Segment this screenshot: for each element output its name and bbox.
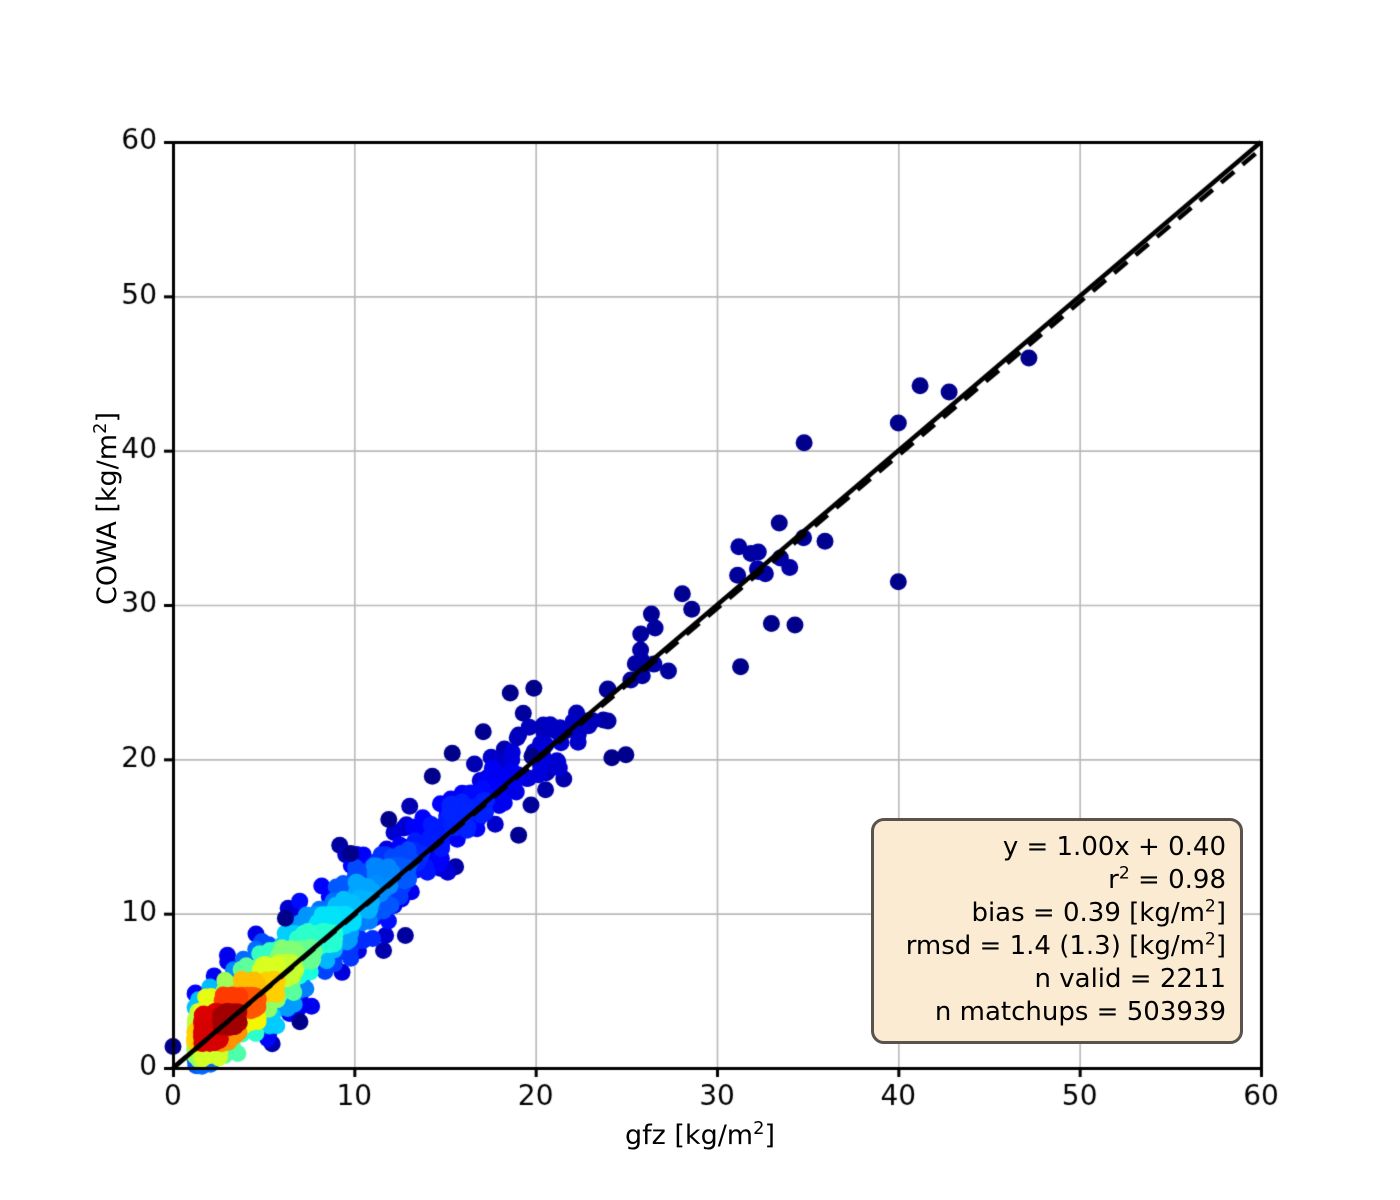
stat-bias-tail: ]: [1215, 898, 1226, 929]
y-axis-label-text: COWA [kg/m: [92, 433, 123, 605]
stat-n-valid: n valid = 2211: [1034, 964, 1227, 995]
stat-r-squared-superscript: 2: [1118, 863, 1130, 884]
stat-r-squared: r2 = 0.98: [888, 864, 1226, 897]
stat-bias-text: bias = 0.39 [kg/m: [971, 898, 1205, 929]
stat-bias-superscript: 2: [1204, 896, 1216, 917]
x-axis-label-superscript: 2: [753, 1118, 765, 1139]
x-axis-label-tail: ]: [764, 1120, 775, 1151]
stat-rmsd-superscript: 2: [1204, 929, 1216, 950]
stat-rmsd-text: rmsd = 1.4 (1.3) [kg/m: [905, 931, 1205, 962]
statistics-box: y = 1.00x + 0.40 r2 = 0.98 bias = 0.39 […: [871, 818, 1243, 1045]
stat-rmsd: rmsd = 1.4 (1.3) [kg/m2]: [888, 930, 1226, 963]
y-axis-label: COWA [kg/m2]: [90, 412, 123, 605]
y-axis-label-superscript: 2: [90, 422, 111, 434]
x-axis-label-text: gfz [kg/m: [625, 1120, 754, 1151]
stat-n-matchups: n matchups = 503939: [934, 997, 1226, 1028]
stat-bias: bias = 0.39 [kg/m2]: [888, 897, 1226, 930]
stat-regression-equation: y = 1.00x + 0.40: [1002, 832, 1226, 862]
stat-r-squared-symbol: r: [1108, 865, 1119, 896]
stat-r-squared-value: = 0.98: [1129, 865, 1226, 896]
x-axis-label: gfz [kg/m2]: [0, 1120, 1400, 1151]
stat-rmsd-tail: ]: [1215, 931, 1226, 962]
y-axis-label-tail: ]: [92, 412, 123, 423]
